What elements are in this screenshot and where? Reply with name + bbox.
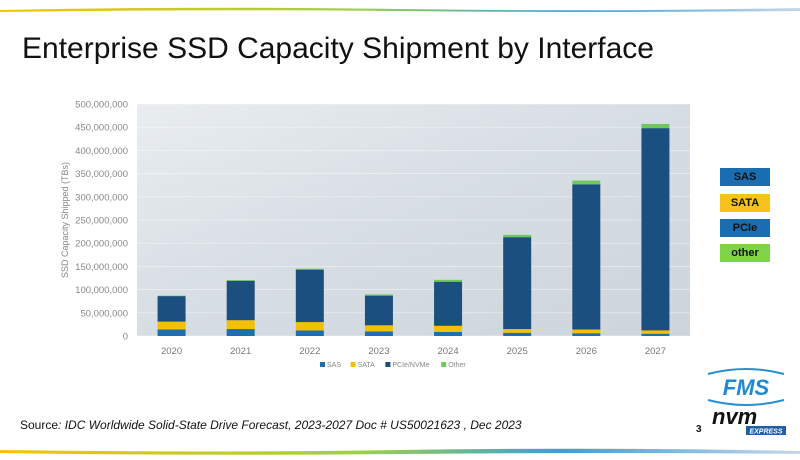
- bar-sas-2022: [296, 330, 324, 336]
- chart-legend: SAS SATA PCIe/NVMe Other: [320, 362, 466, 369]
- bar-sas-2024: [434, 332, 462, 336]
- fms-logo-text: FMS: [723, 375, 770, 400]
- bar-pcie-nvme-2026: [572, 184, 600, 329]
- bar-sas-2020: [158, 330, 186, 336]
- y-tick-label: 450,000,000: [75, 123, 128, 134]
- bar-other-2025: [503, 235, 531, 237]
- bar-other-2024: [434, 280, 462, 282]
- bar-other-2026: [572, 181, 600, 185]
- side-legend-sata: SATA: [720, 194, 770, 212]
- y-tick-label: 150,000,000: [75, 262, 128, 273]
- bar-pcie-nvme-2027: [641, 128, 669, 330]
- y-tick-label: 500,000,000: [75, 100, 128, 111]
- express-logo-text: EXPRESS: [749, 429, 782, 436]
- side-legend-pcie: PCIe: [720, 219, 770, 237]
- legend-swatch: [385, 362, 390, 367]
- source-prefix: Source: [20, 418, 58, 432]
- bar-other-2021: [227, 280, 255, 281]
- x-tick-label: 2025: [507, 346, 528, 357]
- bar-sata-2020: [158, 322, 186, 330]
- legend-swatch: [351, 362, 356, 367]
- bar-sata-2021: [227, 320, 255, 329]
- x-tick-label: 2022: [299, 346, 320, 357]
- side-legend-other: other: [720, 244, 770, 262]
- legend-label: Other: [448, 362, 466, 369]
- bar-sas-2025: [503, 333, 531, 336]
- bar-other-2023: [365, 294, 393, 295]
- legend-label: SATA: [358, 362, 376, 369]
- bar-sata-2022: [296, 322, 324, 330]
- y-tick-label: 250,000,000: [75, 216, 128, 227]
- legend-swatch: [320, 362, 325, 367]
- bar-sas-2023: [365, 331, 393, 336]
- fms-logo: FMS: [704, 366, 788, 406]
- page-number: 3: [696, 424, 702, 435]
- y-tick-label: 100,000,000: [75, 285, 128, 296]
- bar-sas-2026: [572, 333, 600, 336]
- x-tick-label: 2023: [368, 346, 389, 357]
- source-text: : IDC Worldwide Solid-State Drive Foreca…: [58, 418, 522, 432]
- bar-pcie-nvme-2022: [296, 270, 324, 322]
- bar-other-2027: [641, 124, 669, 128]
- legend-label: PCIe/NVMe: [392, 362, 429, 369]
- nvm-logo-text: nvm: [712, 404, 757, 429]
- bar-other-2022: [296, 269, 324, 270]
- bar-sata-2023: [365, 325, 393, 331]
- bar-pcie-nvme-2020: [158, 296, 186, 322]
- bar-sata-2024: [434, 326, 462, 332]
- y-tick-label: 350,000,000: [75, 169, 128, 180]
- bar-sas-2021: [227, 329, 255, 336]
- side-legend-sas: SAS: [720, 168, 770, 186]
- y-tick-label: 50,000,000: [80, 308, 128, 319]
- x-tick-label: 2020: [161, 346, 182, 357]
- y-tick-label: 200,000,000: [75, 239, 128, 250]
- x-tick-labels: 2020 2021 2022 2023 2024 2025 2026 2027: [161, 346, 666, 357]
- bar-pcie-nvme-2024: [434, 282, 462, 326]
- x-tick-label: 2027: [645, 346, 666, 357]
- bar-sata-2027: [641, 330, 669, 333]
- source-citation: Source: IDC Worldwide Solid-State Drive …: [20, 418, 522, 432]
- y-axis-label: SSD Capacity Shipped (TBs): [60, 162, 70, 278]
- y-tick-label: 300,000,000: [75, 192, 128, 203]
- bar-sata-2026: [572, 330, 600, 334]
- x-tick-label: 2024: [437, 346, 458, 357]
- capacity-chart: 0 50,000,000 100,000,000 150,000,000 200,000…: [0, 0, 800, 450]
- bar-sas-2027: [641, 334, 669, 336]
- x-tick-label: 2026: [576, 346, 597, 357]
- y-tick-labels: 0 50,000,000 100,000,000 150,000,000 200,000…: [75, 100, 128, 343]
- legend-label: SAS: [327, 362, 341, 369]
- y-tick-label: 0: [123, 332, 128, 343]
- bar-pcie-nvme-2023: [365, 296, 393, 326]
- y-tick-label: 400,000,000: [75, 146, 128, 157]
- bar-pcie-nvme-2025: [503, 237, 531, 329]
- nvm-express-logo: nvm EXPRESS: [710, 404, 788, 436]
- legend-swatch: [441, 362, 446, 367]
- bottom-decorative-stripe: [0, 442, 800, 450]
- x-tick-label: 2021: [230, 346, 251, 357]
- bar-sata-2025: [503, 329, 531, 333]
- bar-pcie-nvme-2021: [227, 281, 255, 320]
